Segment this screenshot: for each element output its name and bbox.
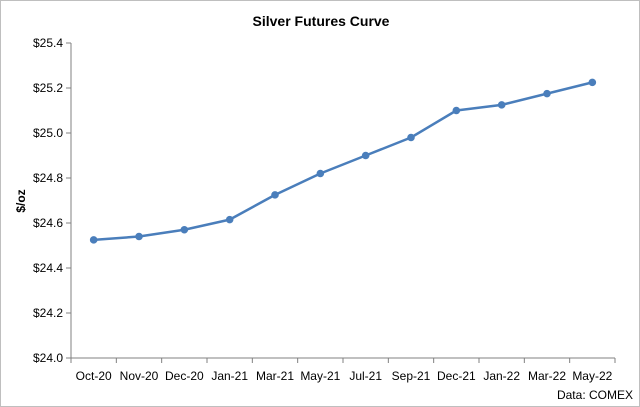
data-point	[271, 191, 279, 199]
x-ticks: Oct-20 Nov-20 Dec-20 Jan-21 Mar-21 May-21 Jul-…	[70, 358, 616, 383]
x-tick-label: Oct-20	[76, 369, 112, 383]
data-point	[316, 169, 325, 178]
y-tick-label: $25.4	[33, 36, 63, 50]
x-tick-label: Dec-20	[165, 369, 204, 383]
data-point	[135, 232, 143, 241]
x-tick-label: Jul-21	[349, 369, 382, 383]
y-tick-label: $24.0	[33, 351, 63, 365]
x-tick-label: Mar-21	[256, 369, 294, 383]
data-point	[543, 89, 551, 98]
y-tick-label: $24.2	[33, 306, 63, 320]
y-tick-label: $24.6	[33, 216, 63, 230]
y-axis-label: $/oz	[14, 189, 28, 212]
data-point	[407, 133, 415, 142]
data-point	[89, 236, 98, 244]
x-tick-label: May-21	[300, 369, 340, 383]
chart-title: Silver Futures Curve	[253, 13, 390, 29]
data-point	[588, 78, 597, 87]
plot-area	[89, 78, 597, 244]
source-note: Data: COMEX	[557, 388, 633, 402]
data-point	[452, 106, 461, 115]
x-tick-label: Nov-20	[120, 369, 159, 383]
y-tick-label: $25.0	[33, 126, 63, 140]
x-tick-label: May-22	[572, 369, 612, 383]
x-tick-label: Dec-21	[437, 369, 476, 383]
data-point	[497, 101, 506, 109]
data-point	[361, 151, 370, 160]
x-tick-label: Mar-22	[528, 369, 566, 383]
axes	[70, 43, 615, 359]
x-tick-label: Jan-21	[211, 369, 248, 383]
y-tick-label: $24.8	[33, 171, 63, 185]
series-line	[93, 81, 593, 242]
y-ticks: $24.0 $24.2 $24.4 $24.6 $24.8 $25.0 $25.2 $25.4	[33, 36, 71, 365]
x-tick-label: Jan-22	[483, 369, 520, 383]
data-point	[180, 225, 189, 234]
y-tick-label: $24.4	[33, 261, 63, 275]
y-tick-label: $25.2	[33, 81, 63, 95]
x-tick-label: Sep-21	[392, 369, 431, 383]
data-point	[225, 215, 234, 224]
